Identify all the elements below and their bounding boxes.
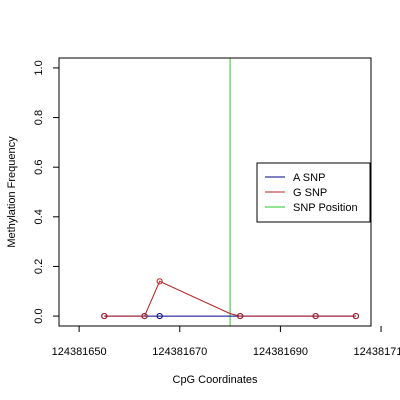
legend-label: G SNP [293,187,327,199]
plot-frame [58,57,372,327]
x-tick-label: 124381670 [152,346,207,358]
legend-label: A SNP [293,172,325,184]
data-point-g-snp [237,312,244,320]
series-line-g-snp [104,280,356,317]
data-point-g-snp [352,312,360,320]
data-point-g-snp [141,312,148,320]
y-axis-label: Methylation Frequency [6,136,18,248]
x-tick-label: 124381690 [253,346,308,358]
x-axis-label: CpG Coordinates [173,374,258,386]
legend: A SNP G SNP SNP Position [256,162,371,223]
y-tick-label: 1.0 [33,60,45,75]
y-tick-label: 0.6 [33,160,45,175]
data-point-g-snp [156,278,163,285]
data-point-g-snp [312,312,319,320]
x-tick-label: 124381650 [52,346,107,358]
y-tick-label: 0.0 [33,308,45,323]
data-point-a-snp [156,312,163,320]
y-tick-label: 0.8 [33,110,45,125]
y-tick-label: 0.2 [33,259,45,274]
legend-label: SNP Position [293,202,358,214]
data-point-g-snp [101,312,108,320]
plot-layer [101,58,360,326]
y-tick-label: 0.4 [33,209,45,224]
